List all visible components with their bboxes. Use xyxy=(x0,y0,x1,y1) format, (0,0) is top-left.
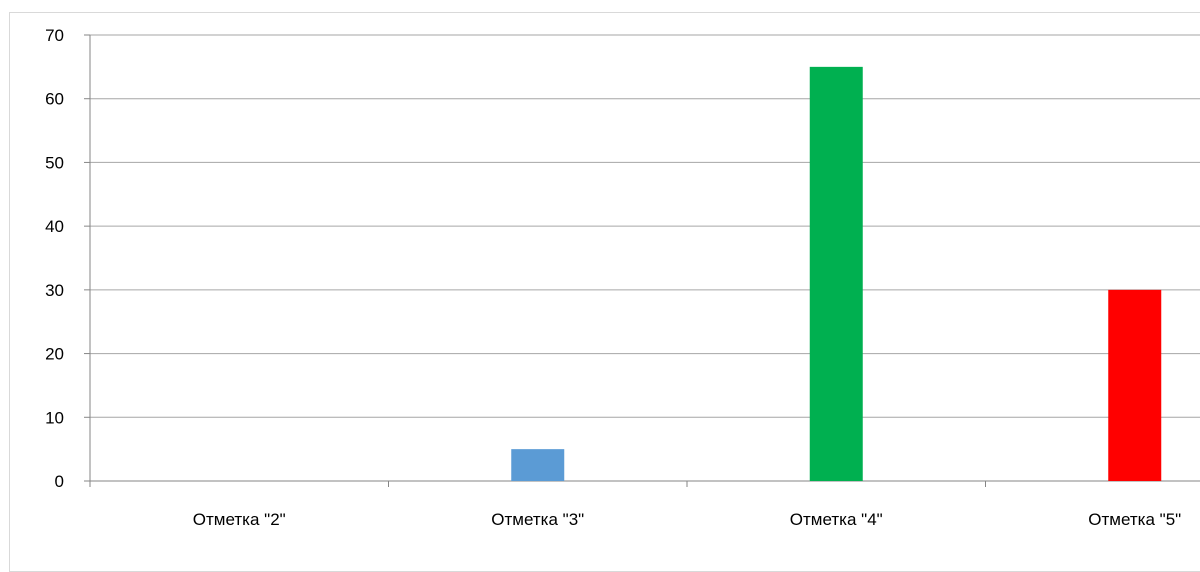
axes xyxy=(84,34,1200,487)
y-tick-label: 10 xyxy=(45,408,64,427)
bars xyxy=(511,66,1162,481)
x-tick-labels: Отметка "2" Отметка "3" Отметка "4" Отметка… xyxy=(193,510,1181,529)
y-tick-labels: 0 10 20 30 40 50 60 70 xyxy=(45,26,64,491)
y-tick-label: 30 xyxy=(45,281,64,300)
chart-frame xyxy=(9,12,1200,572)
y-tick-label: 60 xyxy=(45,90,64,109)
x-tick-label: Отметка "2" xyxy=(193,510,286,529)
x-tick-label: Отметка "5" xyxy=(1088,510,1181,529)
y-tick-label: 20 xyxy=(45,345,64,364)
y-tick-label: 50 xyxy=(45,153,64,172)
y-tick-label: 70 xyxy=(45,26,64,45)
bar xyxy=(809,66,863,481)
y-tick-label: 0 xyxy=(55,472,64,491)
gridlines xyxy=(90,34,1200,418)
x-tick-label: Отметка "3" xyxy=(491,510,584,529)
y-tick-label: 40 xyxy=(45,217,64,236)
x-tick-label: Отметка "4" xyxy=(790,510,883,529)
bar xyxy=(1108,289,1162,481)
bar xyxy=(511,449,565,481)
